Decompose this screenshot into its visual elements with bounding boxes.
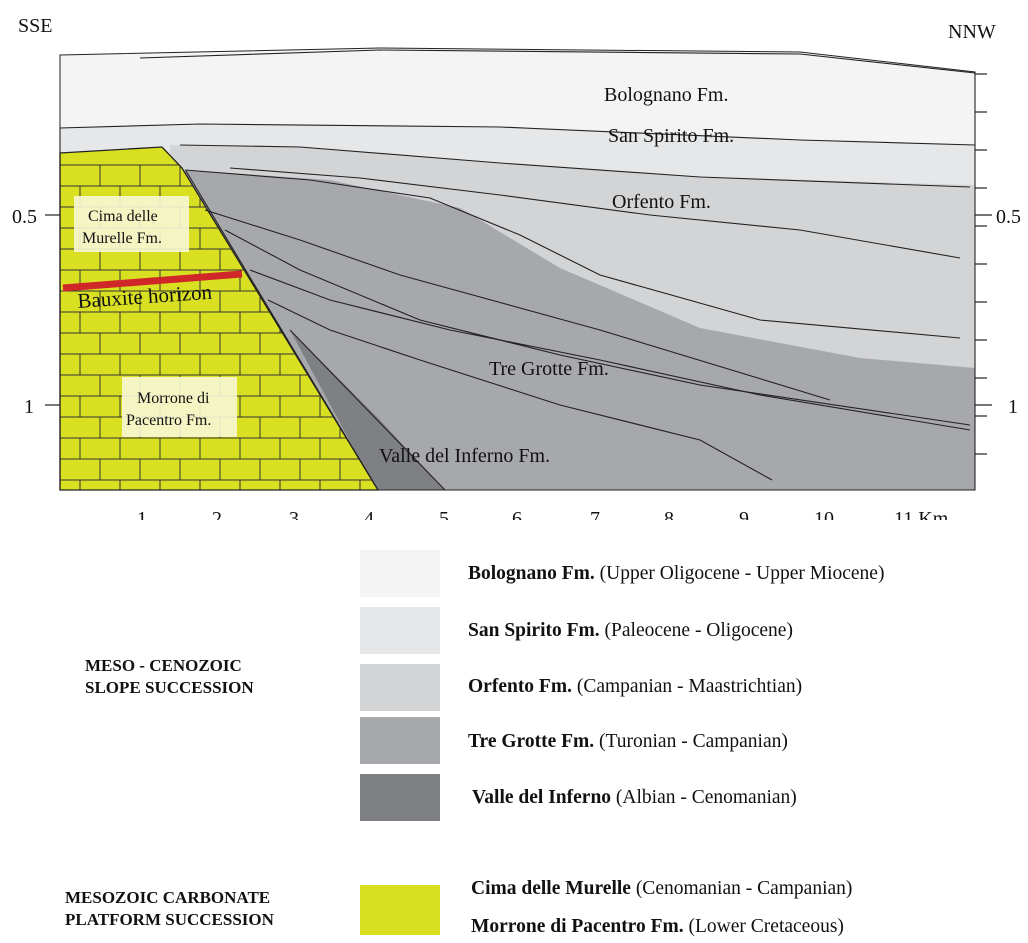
bauxite-horizon-line [62, 270, 243, 292]
distance-tick-label: 5 [439, 508, 449, 520]
legend-swatch-tre-grotte [360, 717, 440, 764]
legend-item-orfento: Orfento Fm. (Campanian - Maastrichtian) [468, 676, 803, 697]
platform-succession-line2: PLATFORM SUCCESSION [65, 910, 274, 929]
slope-succession-line1: MESO - CENOZOIC [85, 656, 242, 675]
tre-grotte-label: Tre Grotte Fm. [489, 358, 609, 380]
slope-succession-label: MESO - CENOZOIC SLOPE SUCCESSION [85, 655, 254, 699]
orfento-label: Orfento Fm. [612, 191, 711, 213]
distance-tick-label: 11 Km [894, 508, 949, 520]
platform-succession-line1: MESOZOIC CARBONATE [65, 888, 271, 907]
axis-ticks [45, 73, 992, 455]
depth-label-right-0.5: 0.5 [996, 206, 1021, 228]
orientation-right-label: NNW [948, 21, 996, 43]
morrone-label-line2: Pacentro Fm. [126, 412, 211, 429]
distance-tick-label: 1 [137, 508, 147, 520]
legend-item-morrone-di-pacentro: Morrone di Pacentro Fm. (Lower Cretaceou… [471, 916, 844, 937]
distance-tick-label: 7 [590, 508, 600, 520]
slope-succession-line2: SLOPE SUCCESSION [85, 678, 254, 697]
platform-succession-label: MESOZOIC CARBONATE PLATFORM SUCCESSION [65, 887, 274, 931]
depth-label-left-1: 1 [24, 396, 34, 418]
legend-item-valle-del-inferno: Valle del Inferno (Albian - Cenomanian) [472, 787, 797, 808]
legend-item-san-spirito: San Spirito Fm. (Paleocene - Oligocene) [468, 620, 793, 641]
tre-grotte-layer [185, 170, 975, 490]
geological-cross-section: SSE NNW 0.5 1 0.5 1 1 2 3 4 5 6 7 8 9 10 11 Km Bol… [12, 15, 1021, 520]
depth-label-left-0.5: 0.5 [12, 206, 37, 228]
bolognano-label: Bolognano Fm. [604, 84, 728, 106]
legend-swatch-orfento [360, 664, 440, 711]
legend-swatch-valle-del-inferno [360, 774, 440, 821]
legend-item-cima-delle-murelle: Cima delle Murelle (Cenomanian - Campani… [471, 878, 853, 899]
distance-tick-label: 10 [814, 508, 834, 520]
legend-item-tre-grotte: Tre Grotte Fm. (Turonian - Campanian) [468, 731, 788, 752]
valle-del-inferno-label: Valle del Inferno Fm. [379, 445, 550, 467]
bedding-lines [59, 49, 976, 491]
cima-label-line1: Cima delle [88, 208, 158, 225]
legend-swatch-san-spirito [360, 607, 440, 654]
legend-item-bolognano: Bolognano Fm. (Upper Oligocene - Upper M… [468, 563, 885, 584]
morrone-label-line1: Morrone di [137, 390, 210, 407]
distance-tick-label: 8 [664, 508, 674, 520]
distance-axis: 1 2 3 4 5 6 7 8 9 10 11 Km [137, 508, 949, 520]
legend-swatch-bolognano [360, 550, 440, 597]
distance-tick-label: 9 [739, 508, 749, 520]
legend-swatch-platform [360, 885, 440, 935]
depth-label-right-1: 1 [1008, 396, 1018, 418]
san-spirito-label: San Spirito Fm. [608, 125, 734, 147]
distance-tick-label: 4 [364, 508, 374, 520]
morrone-label-box [122, 377, 237, 437]
cima-label-line2: Murelle Fm. [82, 230, 162, 247]
distance-tick-label: 6 [512, 508, 522, 520]
orientation-left-label: SSE [18, 15, 52, 37]
distance-tick-label: 3 [289, 508, 299, 520]
distance-tick-label: 2 [212, 508, 222, 520]
cima-label-box [74, 196, 189, 252]
